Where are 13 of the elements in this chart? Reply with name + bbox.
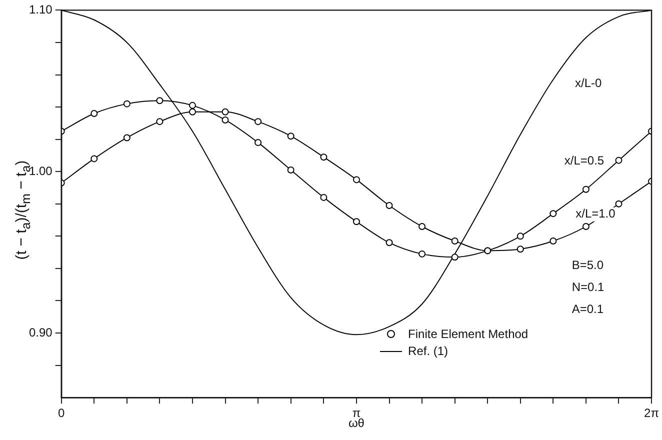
legend-label: Finite Element Method <box>407 326 528 343</box>
y-tick-label: 0.90 <box>28 325 53 340</box>
y-tick-label: 1.00 <box>28 164 53 178</box>
x-tick-label: 0 <box>58 406 66 420</box>
annotation: N=0.1 <box>572 279 604 296</box>
x-tick-label: 2π <box>644 406 659 420</box>
annotation: A=0.1 <box>572 301 604 318</box>
legend-label: Ref. (1) <box>407 342 450 360</box>
annotation: x/L=1.0 <box>576 206 616 221</box>
y-tick-label: 1.10 <box>28 2 53 17</box>
annotation: x/L=0.5 <box>564 154 604 168</box>
annotation: x/L-0 <box>575 76 602 90</box>
annotation: B=5.0 <box>572 257 604 274</box>
